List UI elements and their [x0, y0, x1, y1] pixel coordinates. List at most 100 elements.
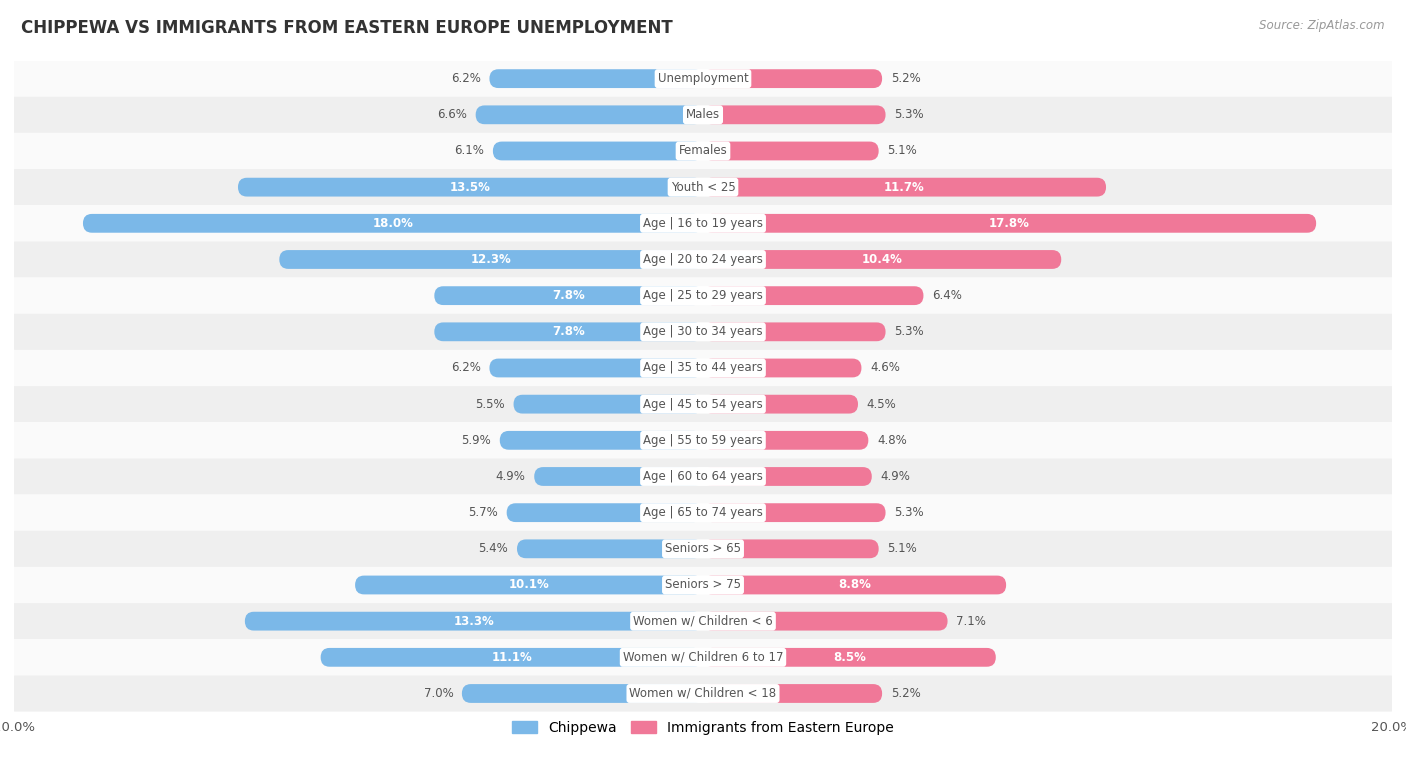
FancyBboxPatch shape [238, 178, 703, 197]
Text: 5.3%: 5.3% [894, 506, 924, 519]
FancyBboxPatch shape [703, 575, 1007, 594]
FancyBboxPatch shape [703, 394, 858, 413]
Text: Unemployment: Unemployment [658, 72, 748, 85]
FancyBboxPatch shape [489, 359, 703, 378]
Text: Youth < 25: Youth < 25 [671, 181, 735, 194]
Text: 5.2%: 5.2% [891, 687, 921, 700]
Text: 5.5%: 5.5% [475, 397, 505, 410]
Text: 6.6%: 6.6% [437, 108, 467, 121]
Text: 8.8%: 8.8% [838, 578, 870, 591]
FancyBboxPatch shape [14, 133, 1392, 169]
Text: 6.1%: 6.1% [454, 145, 484, 157]
Text: 5.1%: 5.1% [887, 145, 917, 157]
FancyBboxPatch shape [14, 567, 1392, 603]
FancyBboxPatch shape [703, 467, 872, 486]
Text: Females: Females [679, 145, 727, 157]
FancyBboxPatch shape [489, 69, 703, 88]
FancyBboxPatch shape [434, 286, 703, 305]
FancyBboxPatch shape [703, 540, 879, 558]
Text: 10.4%: 10.4% [862, 253, 903, 266]
Text: 6.4%: 6.4% [932, 289, 962, 302]
FancyBboxPatch shape [475, 105, 703, 124]
Text: 4.6%: 4.6% [870, 362, 900, 375]
Legend: Chippewa, Immigrants from Eastern Europe: Chippewa, Immigrants from Eastern Europe [506, 715, 900, 740]
Text: Males: Males [686, 108, 720, 121]
FancyBboxPatch shape [703, 178, 1107, 197]
FancyBboxPatch shape [14, 97, 1392, 133]
Text: Women w/ Children < 6: Women w/ Children < 6 [633, 615, 773, 628]
Text: 5.9%: 5.9% [461, 434, 491, 447]
FancyBboxPatch shape [14, 169, 1392, 205]
Text: Age | 55 to 59 years: Age | 55 to 59 years [643, 434, 763, 447]
Text: 18.0%: 18.0% [373, 217, 413, 230]
Text: 6.2%: 6.2% [451, 72, 481, 85]
Text: Age | 20 to 24 years: Age | 20 to 24 years [643, 253, 763, 266]
FancyBboxPatch shape [14, 422, 1392, 459]
FancyBboxPatch shape [14, 241, 1392, 278]
FancyBboxPatch shape [534, 467, 703, 486]
Text: 11.1%: 11.1% [492, 651, 533, 664]
Text: 7.8%: 7.8% [553, 326, 585, 338]
FancyBboxPatch shape [434, 322, 703, 341]
Text: 7.0%: 7.0% [423, 687, 453, 700]
Text: 5.3%: 5.3% [894, 326, 924, 338]
FancyBboxPatch shape [703, 69, 882, 88]
Text: Age | 30 to 34 years: Age | 30 to 34 years [643, 326, 763, 338]
Text: Source: ZipAtlas.com: Source: ZipAtlas.com [1260, 19, 1385, 32]
Text: Seniors > 75: Seniors > 75 [665, 578, 741, 591]
Text: Age | 60 to 64 years: Age | 60 to 64 years [643, 470, 763, 483]
Text: 10.1%: 10.1% [509, 578, 550, 591]
FancyBboxPatch shape [14, 603, 1392, 639]
FancyBboxPatch shape [506, 503, 703, 522]
FancyBboxPatch shape [461, 684, 703, 703]
Text: 8.5%: 8.5% [832, 651, 866, 664]
FancyBboxPatch shape [280, 250, 703, 269]
FancyBboxPatch shape [494, 142, 703, 160]
FancyBboxPatch shape [517, 540, 703, 558]
FancyBboxPatch shape [703, 503, 886, 522]
FancyBboxPatch shape [14, 386, 1392, 422]
Text: 4.9%: 4.9% [880, 470, 910, 483]
Text: 6.2%: 6.2% [451, 362, 481, 375]
FancyBboxPatch shape [14, 494, 1392, 531]
FancyBboxPatch shape [703, 359, 862, 378]
FancyBboxPatch shape [356, 575, 703, 594]
FancyBboxPatch shape [703, 612, 948, 631]
Text: 12.3%: 12.3% [471, 253, 512, 266]
Text: Age | 25 to 29 years: Age | 25 to 29 years [643, 289, 763, 302]
Text: Age | 16 to 19 years: Age | 16 to 19 years [643, 217, 763, 230]
Text: 17.8%: 17.8% [990, 217, 1031, 230]
Text: 5.2%: 5.2% [891, 72, 921, 85]
FancyBboxPatch shape [245, 612, 703, 631]
Text: 7.1%: 7.1% [956, 615, 986, 628]
FancyBboxPatch shape [14, 313, 1392, 350]
FancyBboxPatch shape [14, 639, 1392, 675]
Text: 4.9%: 4.9% [496, 470, 526, 483]
FancyBboxPatch shape [14, 459, 1392, 494]
FancyBboxPatch shape [499, 431, 703, 450]
Text: Women w/ Children < 18: Women w/ Children < 18 [630, 687, 776, 700]
Text: 7.8%: 7.8% [553, 289, 585, 302]
Text: Age | 65 to 74 years: Age | 65 to 74 years [643, 506, 763, 519]
FancyBboxPatch shape [703, 105, 886, 124]
Text: 5.7%: 5.7% [468, 506, 498, 519]
Text: 13.5%: 13.5% [450, 181, 491, 194]
Text: CHIPPEWA VS IMMIGRANTS FROM EASTERN EUROPE UNEMPLOYMENT: CHIPPEWA VS IMMIGRANTS FROM EASTERN EURO… [21, 19, 673, 37]
FancyBboxPatch shape [14, 350, 1392, 386]
Text: 4.5%: 4.5% [866, 397, 897, 410]
Text: 13.3%: 13.3% [454, 615, 495, 628]
Text: Seniors > 65: Seniors > 65 [665, 542, 741, 556]
Text: Women w/ Children 6 to 17: Women w/ Children 6 to 17 [623, 651, 783, 664]
Text: 11.7%: 11.7% [884, 181, 925, 194]
FancyBboxPatch shape [703, 214, 1316, 232]
FancyBboxPatch shape [321, 648, 703, 667]
FancyBboxPatch shape [703, 250, 1062, 269]
FancyBboxPatch shape [703, 648, 995, 667]
Text: 5.3%: 5.3% [894, 108, 924, 121]
Text: 5.1%: 5.1% [887, 542, 917, 556]
Text: 4.8%: 4.8% [877, 434, 907, 447]
FancyBboxPatch shape [83, 214, 703, 232]
FancyBboxPatch shape [14, 205, 1392, 241]
FancyBboxPatch shape [14, 531, 1392, 567]
Text: 5.4%: 5.4% [478, 542, 509, 556]
